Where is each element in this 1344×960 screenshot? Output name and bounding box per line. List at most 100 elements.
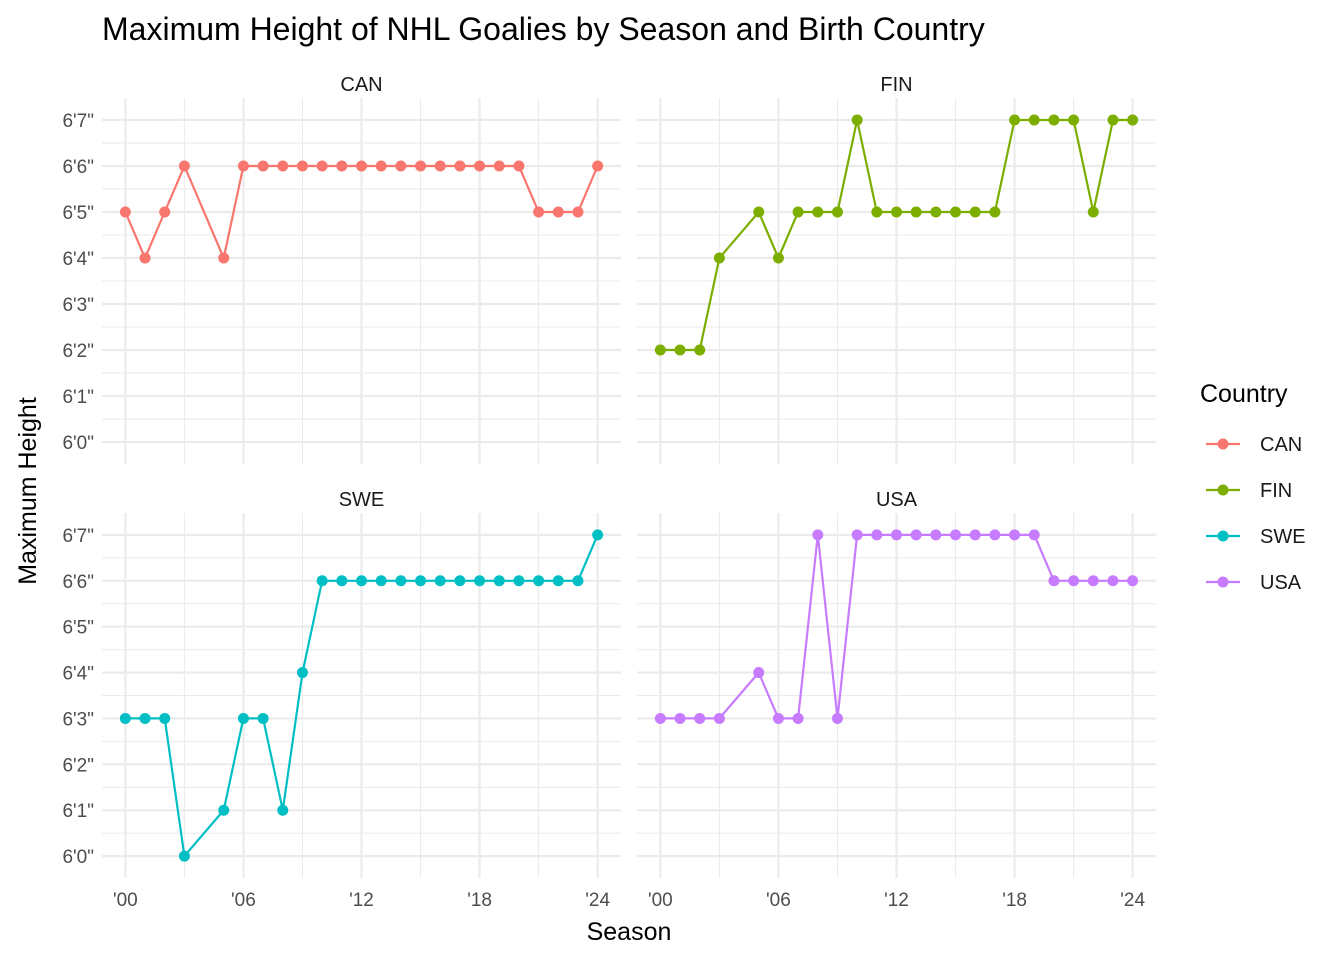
data-point [454,575,466,587]
x-tick-label: '18 [467,890,492,911]
data-point [910,529,922,541]
y-tick-label: 6'3" [62,295,94,316]
x-tick-label: '18 [1002,890,1027,911]
data-point [218,252,230,264]
data-point [1087,206,1099,218]
legend-title: Country [1200,380,1288,408]
x-tick-label: '06 [231,890,256,911]
data-point [812,529,824,541]
data-point [257,160,269,172]
y-tick-label: 6'1" [62,387,94,408]
data-point [831,712,843,724]
data-point [654,712,666,724]
data-point [1028,529,1040,541]
data-point [395,160,407,172]
legend-key-point [1217,530,1229,542]
data-point [139,712,151,724]
data-point [434,575,446,587]
data-point [592,529,604,541]
data-point [572,575,584,587]
x-axis-title: Season [587,918,672,946]
panel-strip-label: FIN [880,74,912,96]
data-point [1107,575,1119,587]
data-point [159,206,171,218]
y-tick-label: 6'1" [62,801,94,822]
data-point [552,206,564,218]
data-point [493,575,505,587]
data-point [851,529,863,541]
data-point [694,712,706,724]
data-point [493,160,505,172]
data-point [891,529,902,541]
y-tick-label: 6'5" [62,618,94,639]
data-point [415,160,427,172]
x-tick-label: '12 [884,890,909,911]
data-point [1048,575,1060,587]
y-tick-label: 6'6" [62,572,94,593]
legend-item-swe: SWE [1206,526,1306,548]
data-point [336,575,348,587]
data-point [119,206,131,218]
data-point [713,712,725,724]
x-tick-label: '00 [113,890,138,911]
panel-strip-label: CAN [340,74,382,96]
data-point [277,160,289,172]
y-tick-label: 6'0" [62,847,94,868]
chart-title: Maximum Height of NHL Goalies by Season … [102,11,985,47]
data-point [178,160,190,172]
data-point [871,206,883,218]
data-point [851,114,863,126]
data-point [592,160,604,172]
x-tick-label: '06 [766,890,791,911]
legend-label: USA [1260,572,1302,594]
data-point [237,160,249,172]
data-point [871,529,883,541]
data-point [119,712,131,724]
data-point [910,206,922,218]
legend-key-point [1217,576,1229,588]
data-point [812,206,824,218]
data-point [415,575,427,587]
data-point [713,252,725,264]
data-point [1087,575,1099,587]
data-point [694,344,706,356]
data-point [513,160,525,172]
y-tick-label: 6'3" [62,709,94,730]
y-tick-label: 6'7" [62,526,94,547]
data-point [792,712,804,724]
data-point [1068,114,1080,126]
data-point [772,712,784,724]
data-point [969,529,981,541]
panel-fin: FIN [637,74,1156,464]
x-tick-label: '24 [1120,890,1145,911]
y-tick-label: 6'4" [62,664,94,685]
data-point [178,850,190,862]
data-point [950,206,962,218]
panel-usa: USA '00 '06 '12 '18 '24 [637,489,1156,911]
data-point [356,160,367,172]
legend-label: FIN [1260,480,1292,502]
y-tick-label: 6'6" [62,157,94,178]
panels: CAN 6'0" 6'1" 6'2" 6'3" 6'4" 6'5" 6'6" 6'7" FIN SW… [62,74,1156,911]
panel-can: CAN 6'0" 6'1" 6'2" 6'3" 6'4" 6'5" 6'6" 6'7" [62,74,621,464]
y-tick-label: 6'2" [62,341,94,362]
data-point [296,160,308,172]
data-point [474,160,486,172]
data-point [336,160,348,172]
legend-key-point [1217,484,1229,496]
data-point [454,160,466,172]
y-axis-title: Maximum Height [14,397,42,585]
y-tick-label: 6'2" [62,755,94,776]
data-point [316,575,328,587]
data-point [772,252,784,264]
y-tick-label: 6'4" [62,249,94,270]
data-point [792,206,804,218]
data-point [218,804,230,816]
legend-label: SWE [1260,526,1306,548]
y-tick-label: 6'5" [62,203,94,224]
data-point [753,206,765,218]
data-point [296,667,308,679]
legend-key-point [1217,438,1229,450]
data-point [159,712,171,724]
